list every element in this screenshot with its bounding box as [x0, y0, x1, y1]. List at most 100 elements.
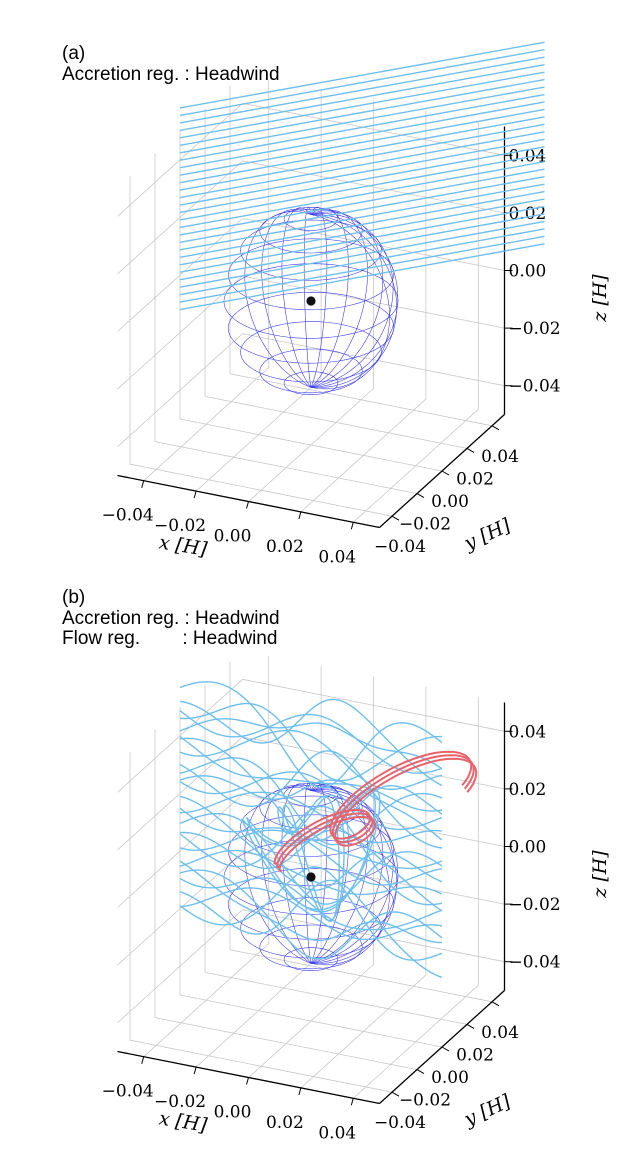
- streamline-9: [179, 829, 443, 886]
- x-tick-label-3: 0.02: [266, 537, 304, 557]
- streamline-19: [179, 101, 545, 169]
- x-tick-label-1: −0.02: [154, 516, 206, 536]
- grid-z-left-3: [117, 736, 243, 851]
- grid-y-floor-1: [154, 441, 418, 494]
- y-tick-label-2: 0.00: [431, 492, 469, 512]
- streamline-10: [179, 812, 443, 905]
- streamline-17: [179, 116, 545, 184]
- grid-z-back-3: [242, 736, 505, 790]
- grid-z-left-2: [117, 218, 243, 332]
- streamline-20: [179, 729, 443, 790]
- x-tick-0: [141, 480, 145, 488]
- streamline-2: [179, 228, 545, 296]
- sphere-parallel-1: [283, 207, 339, 231]
- streamline-12: [179, 153, 545, 221]
- panel-a-label: (a): [62, 43, 86, 64]
- planet-marker: [306, 872, 316, 882]
- streamline-1: [179, 235, 545, 303]
- streamline-11: [179, 161, 545, 229]
- streamline-27: [179, 41, 545, 109]
- sphere-parallel-9: [283, 947, 339, 971]
- grid-z-left-0: [117, 909, 243, 1023]
- panel-b-annotation-1: Accretion reg. : Headwind: [62, 608, 280, 629]
- x-tick-0: [141, 1056, 145, 1064]
- y-tick-label-4: 0.04: [481, 447, 519, 467]
- streamline-26: [179, 49, 545, 117]
- streamline-8: [179, 805, 443, 906]
- z-axis-label: z [H]: [589, 274, 611, 323]
- streamline-21: [179, 717, 443, 770]
- accreted-streamline-1: [275, 754, 475, 869]
- grid-z-back-1: [242, 275, 505, 329]
- panel-b: −0.04 −0.02 0.00 0.02 0.04 −0.04 −0.02 0.00 0.02…: [0, 576, 629, 1152]
- streamline-16: [179, 123, 545, 191]
- z-tick-label-0: −0.04: [509, 377, 561, 397]
- grid-y-floor-1: [154, 1017, 418, 1070]
- panel-a: −0.04 −0.02 0.00 0.02 0.04 −0.04 −0.02 0.00 0.02…: [62, 41, 611, 567]
- streamline-24: [179, 63, 545, 132]
- streamline-19: [179, 735, 443, 812]
- x-tick-label-0: −0.04: [102, 1082, 154, 1102]
- x-tick-2: [246, 501, 249, 509]
- sphere-parallel-6: [227, 291, 395, 364]
- grid-z-back-0: [242, 333, 505, 387]
- z-axis-label: z [H]: [589, 850, 611, 899]
- y-tick-0: [391, 1091, 400, 1097]
- y-tick-label-4: 0.04: [481, 1023, 519, 1043]
- streamline-23: [179, 71, 545, 139]
- y-tick-3: [466, 447, 475, 453]
- streamline-3: [179, 869, 443, 960]
- sphere-meridian-11: [244, 211, 312, 388]
- grid-y-floor-2: [179, 418, 443, 472]
- y-axis-label: y [H]: [460, 1090, 514, 1131]
- y-tick-label-3: 0.02: [456, 469, 494, 489]
- streamline-loop-1: [277, 794, 345, 922]
- x-tick-label-1: −0.02: [154, 1092, 206, 1112]
- x-tick-label-2: 0.00: [214, 527, 252, 547]
- x-tick-label-3: 0.02: [266, 1113, 304, 1133]
- sphere-parallel-7: [240, 897, 382, 959]
- x-tick-3: [298, 1087, 302, 1096]
- sphere-parallel-5: [223, 839, 399, 915]
- sphere-parallel-8: [259, 924, 363, 970]
- streamline-0: [179, 243, 545, 311]
- streamline-8: [179, 183, 545, 251]
- streamline-15: [179, 750, 443, 849]
- y-tick-1: [416, 1069, 425, 1075]
- streamline-10: [179, 168, 545, 236]
- chart-b: −0.04−0.020.000.020.04−0.04−0.020.000.02…: [102, 655, 611, 1143]
- z-tick-label-1: −0.02: [509, 319, 561, 339]
- y-tick-1: [416, 493, 425, 499]
- streamline-22: [179, 78, 545, 146]
- streamline-3: [179, 220, 545, 288]
- streamline-17: [179, 757, 443, 846]
- x-tick-3: [298, 511, 302, 520]
- x-tick-label-0: −0.04: [102, 506, 154, 526]
- streamline-20: [179, 93, 545, 161]
- y-tick-label-0: −0.04: [374, 537, 426, 557]
- z-tick-label-2: 0.00: [509, 838, 547, 858]
- panel-b-annotation-2: Flow reg. : Headwind: [62, 628, 278, 649]
- streamline-14: [179, 775, 443, 841]
- x-tick-label-2: 0.00: [214, 1103, 252, 1123]
- x-tick-1: [193, 1066, 197, 1075]
- y-tick-label-0: −0.04: [374, 1113, 426, 1133]
- sphere-parallel-3: [240, 795, 382, 857]
- streamline-25: [179, 681, 443, 789]
- sphere-parallel-8: [259, 348, 363, 394]
- x-tick-4: [350, 1098, 354, 1106]
- sphere-parallel-9: [283, 371, 339, 395]
- x-tick-2: [246, 1077, 249, 1085]
- streamline-4: [179, 860, 443, 944]
- z-tick-label-4: 0.04: [509, 722, 547, 742]
- y-tick-4: [491, 1001, 500, 1007]
- sphere-parallel-4: [227, 238, 395, 311]
- accreted-streamline-2: [273, 750, 473, 865]
- z-tick-label-2: 0.00: [509, 262, 547, 282]
- grid-z-left-1: [117, 851, 243, 966]
- x-tick-label-4: 0.04: [318, 547, 356, 567]
- panel-b-label: (b): [62, 587, 86, 608]
- streamline-24: [179, 702, 442, 782]
- z-tick-label-3: 0.02: [509, 780, 547, 800]
- y-tick-label-2: 0.00: [431, 1068, 469, 1088]
